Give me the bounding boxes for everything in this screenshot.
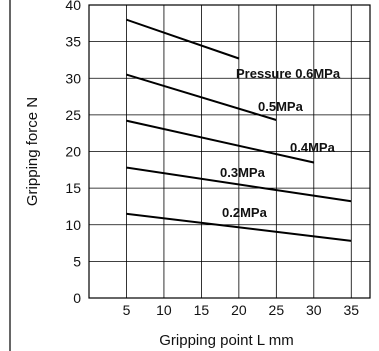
x-tick-label: 10: [156, 302, 172, 318]
y-tick-label: 40: [65, 0, 81, 13]
series-line: [126, 119, 315, 164]
series-label: Pressure 0.6MPa: [236, 66, 341, 81]
y-tick-label: 0: [73, 290, 81, 306]
y-tick-label: 10: [65, 217, 81, 233]
y-tick-label: 20: [65, 144, 81, 160]
y-axis-label: Gripping force N: [24, 97, 41, 206]
series-layer: [126, 18, 352, 242]
x-tick-label: 25: [269, 302, 285, 318]
x-tick-label: 35: [343, 302, 359, 318]
plot-frame: [88, 4, 371, 299]
series-line: [126, 166, 352, 203]
series-label: 0.4MPa: [290, 140, 336, 155]
series-label: 0.2MPa: [222, 205, 268, 220]
series-labels: Pressure 0.6MPa 0.5MPa 0.4MPa 0.3MPa 0.2MPa: [220, 66, 341, 220]
y-tick-label: 30: [65, 70, 81, 86]
series-line: [126, 18, 240, 60]
y-tick-label: 35: [65, 34, 81, 50]
x-tick-label: 20: [231, 302, 247, 318]
x-tick-label: 30: [306, 302, 322, 318]
x-axis-label: Gripping point L mm: [159, 332, 294, 349]
y-tick-label: 5: [73, 253, 81, 269]
series-line: [126, 212, 352, 242]
series-label: 0.5MPa: [258, 99, 304, 114]
y-tick-label: 15: [65, 180, 81, 196]
x-tick-label: 5: [123, 302, 131, 318]
series-line: [126, 73, 277, 121]
tick-labels: 0 5 10 15 20 25 30 35 40 5 10 15 20 25 30 35: [65, 0, 359, 318]
y-tick-label: 25: [65, 107, 81, 123]
series-label: 0.3MPa: [220, 165, 266, 180]
x-tick-label: 15: [194, 302, 210, 318]
